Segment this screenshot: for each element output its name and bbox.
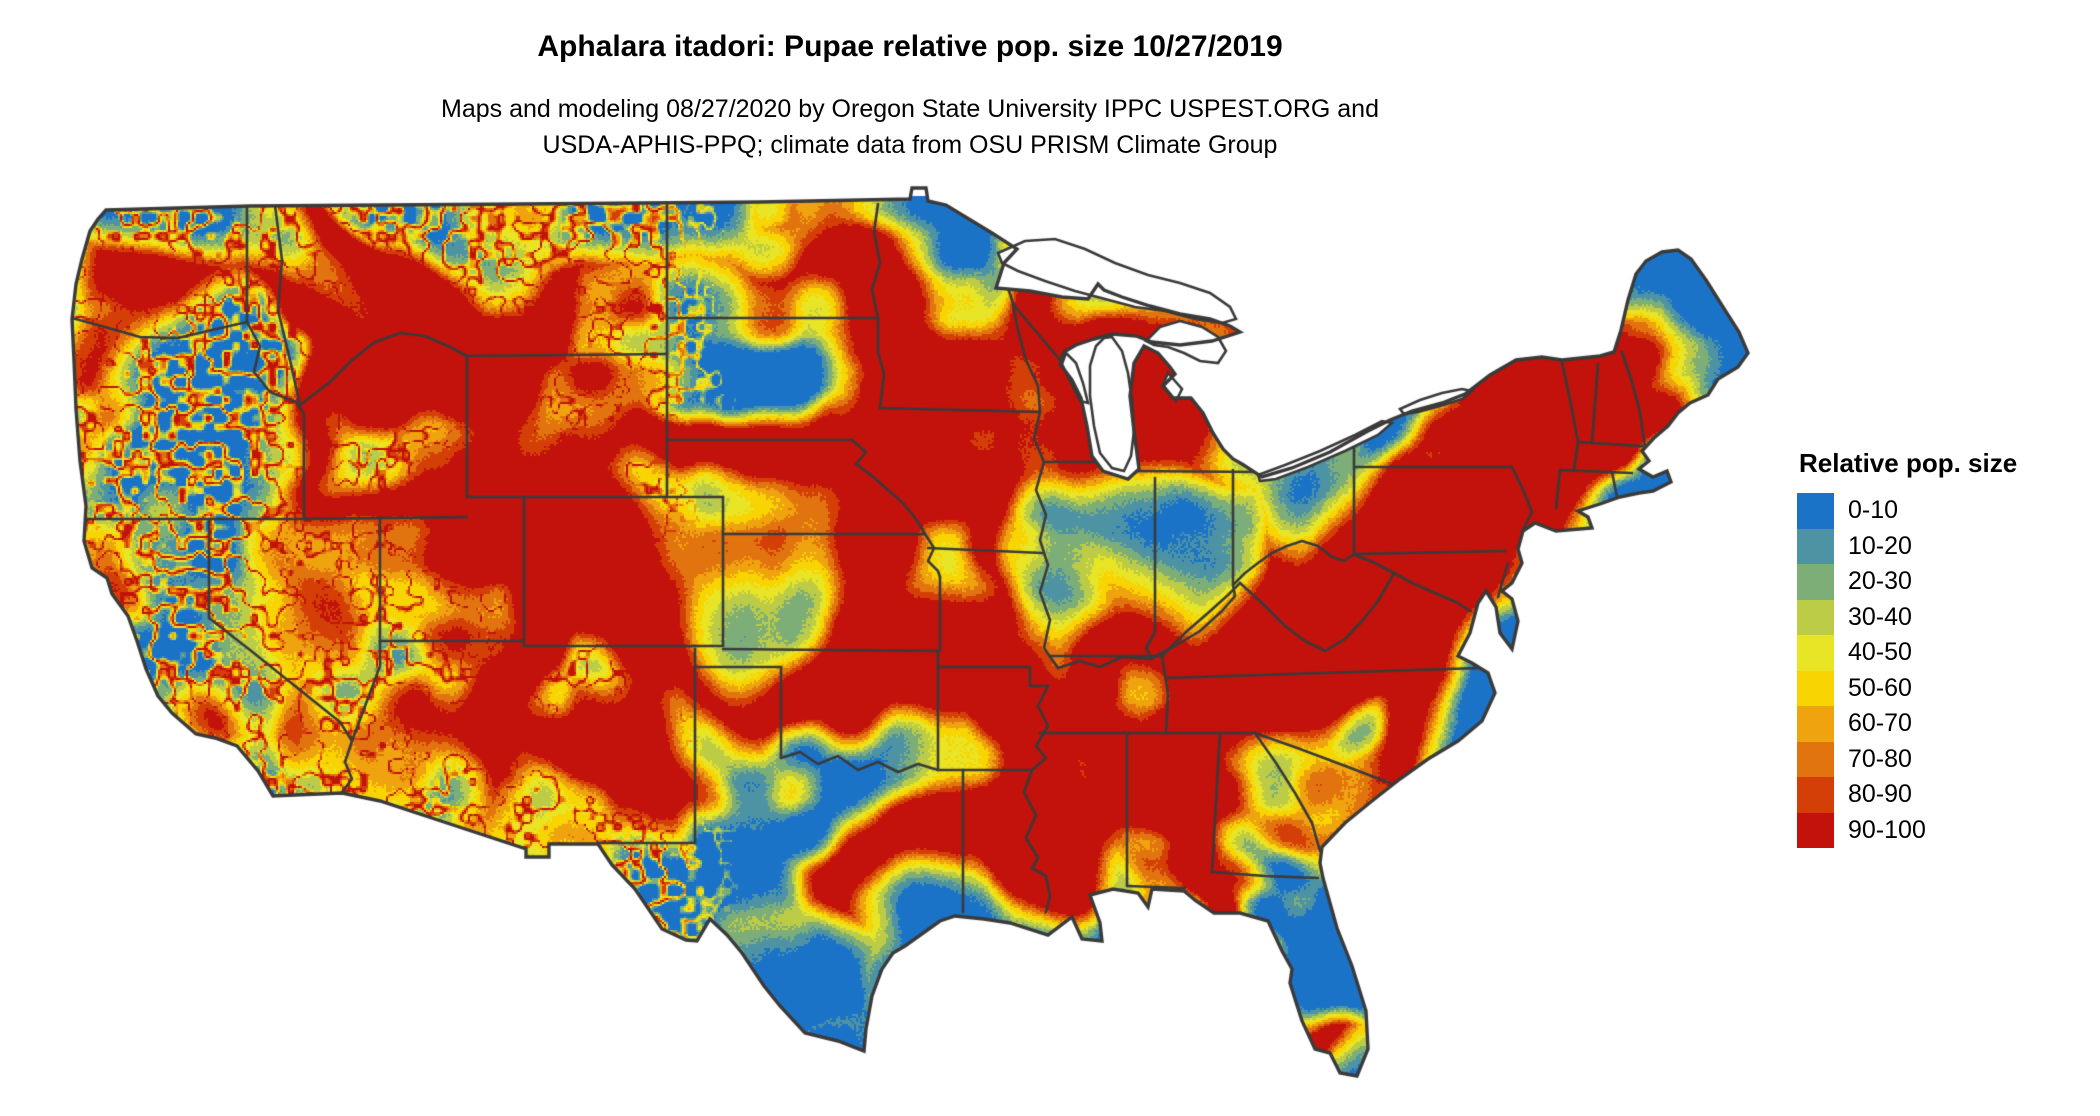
legend-row-80-90: 80-90 bbox=[1797, 777, 2087, 813]
legend-swatch-0-10 bbox=[1797, 493, 1834, 529]
legend-label-70-80: 70-80 bbox=[1848, 744, 1912, 773]
legend-row-60-70: 60-70 bbox=[1797, 706, 2087, 742]
legend-row-20-30: 20-30 bbox=[1797, 564, 2087, 600]
legend-label-50-60: 50-60 bbox=[1848, 673, 1912, 702]
legend-label-40-50: 40-50 bbox=[1848, 638, 1912, 667]
legend-swatch-90-100 bbox=[1797, 812, 1834, 848]
legend-label-30-40: 30-40 bbox=[1848, 602, 1912, 631]
legend-row-70-80: 70-80 bbox=[1797, 741, 2087, 777]
legend-row-40-50: 40-50 bbox=[1797, 635, 2087, 671]
legend-label-0-10: 0-10 bbox=[1848, 496, 1899, 525]
legend-swatch-50-60 bbox=[1797, 670, 1834, 706]
legend-label-90-100: 90-100 bbox=[1848, 815, 1926, 844]
legend-row-10-20: 10-20 bbox=[1797, 528, 2087, 564]
subtitle-line-2: USDA-APHIS-PPQ; climate data from OSU PR… bbox=[542, 131, 1278, 159]
subtitle-line-1: Maps and modeling 08/27/2020 by Oregon S… bbox=[441, 95, 1379, 123]
legend-row-50-60: 50-60 bbox=[1797, 670, 2087, 706]
legend-title: Relative pop. size bbox=[1799, 448, 2018, 478]
page-title: Aphalara itadori: Pupae relative pop. si… bbox=[537, 30, 1283, 63]
legend-label-10-20: 10-20 bbox=[1848, 531, 1912, 560]
legend-swatch-20-30 bbox=[1797, 564, 1834, 600]
legend-swatch-10-20 bbox=[1797, 528, 1834, 564]
legend-row-0-10: 0-10 bbox=[1797, 493, 2087, 529]
legend-swatch-70-80 bbox=[1797, 741, 1834, 777]
legend-row-90-100: 90-100 bbox=[1797, 812, 2087, 848]
legend-swatch-60-70 bbox=[1797, 706, 1834, 742]
legend-label-80-90: 80-90 bbox=[1848, 780, 1912, 809]
legend-label-20-30: 20-30 bbox=[1848, 567, 1912, 596]
legend-swatch-30-40 bbox=[1797, 599, 1834, 635]
legend-swatch-80-90 bbox=[1797, 777, 1834, 813]
legend: Relative pop. size 0-10 10-20 20-30 30-40 40… bbox=[1797, 448, 2087, 848]
legend-swatch-40-50 bbox=[1797, 635, 1834, 671]
legend-label-60-70: 60-70 bbox=[1848, 709, 1912, 738]
legend-row-30-40: 30-40 bbox=[1797, 599, 2087, 635]
legend-rows: 0-10 10-20 20-30 30-40 40-50 50-60 60-70 70-80 8… bbox=[1797, 493, 2087, 848]
